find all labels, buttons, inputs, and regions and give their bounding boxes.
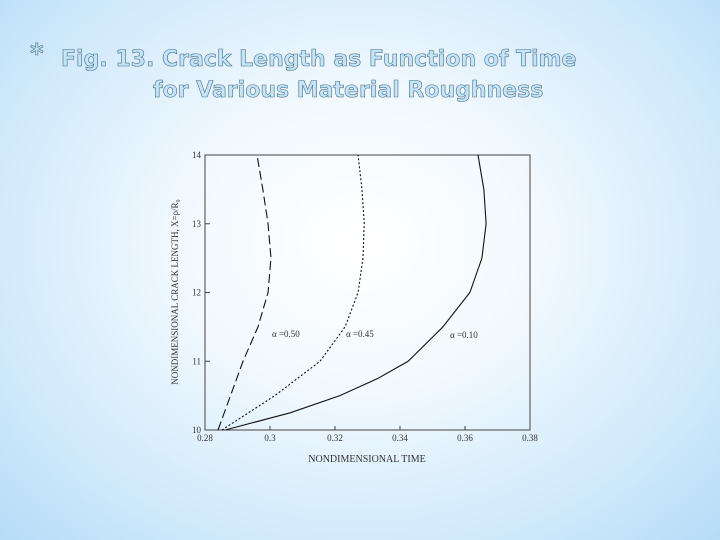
y-axis-label: NONDIMENSIONAL CRACK LENGTH, X=ρ/R₀ [170, 199, 180, 384]
y-tick-label: 14 [192, 150, 202, 160]
series-label: α =0.50 [272, 329, 300, 339]
series-label: α =0.45 [346, 329, 374, 339]
x-tick-label: 0.3 [264, 433, 276, 443]
line-series [225, 154, 487, 431]
bullet: * [30, 39, 44, 69]
x-axis-label: NONDIMENSIONAL TIME [308, 454, 426, 465]
x-tick-label: 0.36 [457, 433, 473, 443]
x-tick-label: 0.34 [392, 433, 408, 443]
line-series [221, 154, 365, 431]
chart-title: for Various Material Roughness [153, 78, 543, 103]
y-tick-label: 12 [192, 288, 201, 298]
x-tick-label: 0.28 [197, 433, 213, 443]
plot-frame [204, 154, 531, 431]
y-tick-label: 11 [192, 356, 201, 366]
y-tick-label: 10 [192, 425, 202, 435]
line-series [217, 154, 272, 431]
x-tick-label: 0.32 [327, 433, 343, 443]
chart-title: Fig. 13. Crack Length as Function of Tim… [61, 47, 576, 72]
x-tick-label: 0.38 [522, 433, 538, 443]
y-tick-label: 13 [192, 219, 202, 229]
series-label: α =0.10 [450, 330, 478, 340]
